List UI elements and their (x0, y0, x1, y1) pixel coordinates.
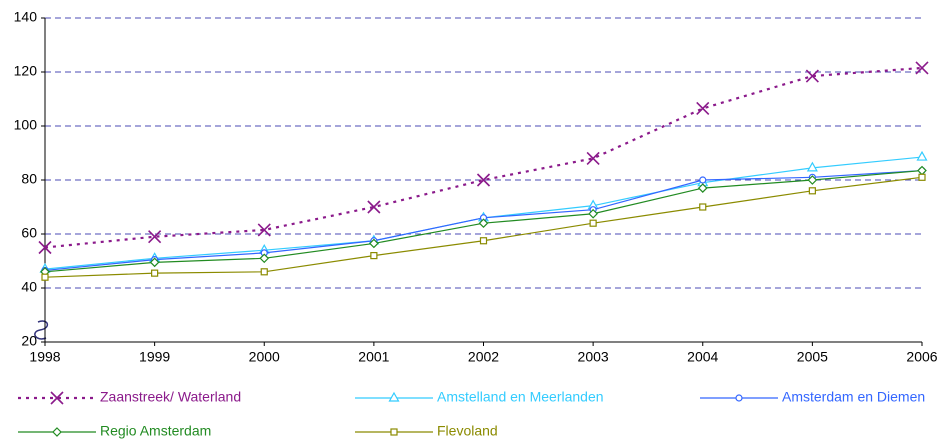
data-point (41, 273, 49, 281)
x-tick-label: 2002 (468, 349, 499, 365)
legend-label: Flevoland (437, 423, 498, 439)
legend-label: Zaanstreek/ Waterland (100, 389, 241, 405)
data-point (806, 161, 818, 172)
data-point (805, 69, 819, 83)
data-point (479, 237, 488, 245)
legend-marker (388, 391, 400, 402)
data-point (151, 269, 159, 277)
y-tick-label: 40 (21, 279, 37, 295)
data-point (478, 218, 489, 229)
data-point (476, 173, 491, 187)
legend-marker (52, 427, 62, 437)
y-tick-label: 140 (14, 9, 38, 25)
y-tick-label: 100 (14, 117, 38, 133)
data-point (259, 253, 270, 264)
y-tick-label: 80 (21, 171, 37, 187)
data-point (915, 61, 929, 75)
x-tick-label: 2003 (578, 349, 609, 365)
x-tick-label: 1999 (139, 349, 170, 365)
legend-marker (390, 428, 398, 436)
data-point (807, 175, 818, 185)
data-point (916, 150, 928, 161)
data-point (367, 200, 381, 214)
x-tick-label: 2001 (358, 349, 389, 365)
x-tick-label: 1998 (29, 349, 60, 365)
y-tick-label: 120 (14, 63, 38, 79)
data-point (586, 151, 600, 165)
legend-marker (735, 394, 743, 402)
data-point (697, 183, 708, 193)
y-tick-label: 60 (21, 225, 37, 241)
data-point (918, 173, 926, 181)
data-point (260, 268, 268, 276)
legend-label: Amstelland en Meerlanden (437, 389, 604, 405)
series-line (44, 66, 923, 249)
data-point (696, 101, 710, 116)
x-tick-label: 2006 (906, 349, 937, 365)
data-point (808, 187, 816, 195)
legend-label: Regio Amsterdam (100, 423, 211, 439)
legend-label: Amsterdam en Diemen (782, 389, 925, 405)
x-tick-label: 2005 (797, 349, 828, 365)
data-point (370, 252, 378, 260)
data-point (369, 238, 379, 249)
data-point (589, 219, 597, 227)
x-tick-label: 2000 (249, 349, 280, 365)
data-point (148, 230, 162, 244)
y-tick-label: 20 (21, 333, 37, 349)
data-point (699, 203, 707, 211)
x-tick-label: 2004 (687, 349, 718, 365)
data-point (917, 165, 927, 176)
data-point (38, 240, 52, 255)
data-point (699, 176, 707, 184)
legend-marker (50, 391, 64, 405)
data-point (257, 223, 271, 237)
data-point (149, 257, 160, 268)
data-point (588, 208, 598, 219)
